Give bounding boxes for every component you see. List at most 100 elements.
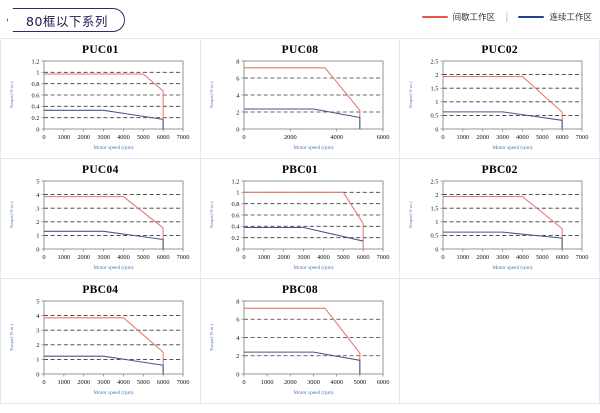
svg-text:Torque( N·m ): Torque( N·m )	[209, 201, 214, 228]
svg-text:5: 5	[36, 298, 39, 305]
svg-text:4000: 4000	[330, 379, 343, 386]
svg-text:6000: 6000	[376, 379, 389, 386]
svg-text:3000: 3000	[497, 134, 510, 141]
svg-text:Motor speed (rpm): Motor speed (rpm)	[293, 389, 333, 396]
svg-text:Motor speed (rpm): Motor speed (rpm)	[293, 264, 333, 271]
svg-text:4: 4	[36, 192, 40, 199]
svg-text:1000: 1000	[57, 379, 70, 386]
svg-text:2: 2	[36, 342, 39, 349]
svg-text:8: 8	[236, 58, 239, 65]
svg-text:1.2: 1.2	[32, 58, 40, 65]
svg-text:0: 0	[436, 126, 439, 133]
svg-text:2000: 2000	[77, 254, 90, 261]
svg-text:Torque( N·m ): Torque( N·m )	[9, 324, 14, 351]
svg-text:Motor speed (rpm): Motor speed (rpm)	[493, 264, 533, 271]
chart-card-puc08[interactable]: PUC08 0 2 4 6 8 0 2000 4000 6000 Motor speed (rpm)…	[200, 39, 401, 159]
svg-text:Torque( N·m ): Torque( N·m )	[408, 81, 413, 108]
svg-text:0: 0	[436, 246, 439, 253]
series-tab-80-frame[interactable]: 80框以下系列	[7, 8, 125, 32]
svg-text:Torque( N·m ): Torque( N·m )	[9, 81, 14, 108]
svg-text:2000: 2000	[277, 254, 290, 261]
svg-text:4000: 4000	[516, 254, 529, 261]
svg-text:1000: 1000	[457, 134, 470, 141]
chart-title: PBC02	[481, 164, 518, 176]
legend-label-intermittent: 间歇工作区	[452, 13, 496, 23]
chart-title: PBC04	[82, 284, 119, 296]
svg-text:5000: 5000	[337, 254, 350, 261]
svg-text:7000: 7000	[177, 134, 190, 141]
svg-text:Motor speed (rpm): Motor speed (rpm)	[93, 389, 133, 396]
svg-text:1.5: 1.5	[431, 86, 439, 93]
svg-text:3000: 3000	[97, 379, 110, 386]
svg-text:3000: 3000	[307, 379, 320, 386]
chart-card-pbc04[interactable]: PBC04 0 1 2 3 4 5 0 1000 2000 3000 4000 5000 6000 7000…	[1, 279, 201, 404]
legend-label-continuous: 连续工作区	[549, 13, 592, 23]
svg-text:Torque( N·m ): Torque( N·m )	[209, 81, 214, 108]
svg-text:1: 1	[436, 99, 439, 106]
legend-line-red-icon	[421, 15, 448, 19]
svg-text:1: 1	[36, 357, 39, 364]
chart-card-pbc01[interactable]: PBC01 0 0.2 0.4 0.6 0.8 1 1.2 0 1000 2000 3000 4000 5…	[200, 159, 401, 279]
chart-legend: 间歇工作区 | 连续工作区	[421, 11, 592, 23]
svg-text:5000: 5000	[137, 134, 150, 141]
svg-text:2: 2	[36, 219, 39, 226]
svg-text:Torque( N·m ): Torque( N·m )	[209, 324, 214, 351]
svg-text:7000: 7000	[376, 254, 389, 261]
chart-card-empty	[400, 279, 600, 404]
svg-text:2000: 2000	[284, 134, 297, 141]
chart-card-pbc08[interactable]: PBC08 0 2 4 6 8 0 1000 2000 3000 4000 5000 6000 Motor…	[200, 279, 401, 404]
chart-title: PBC08	[281, 284, 318, 296]
chart-card-puc01[interactable]: PUC01 0 0.2 0.4 0.6 0.8 1 1.2 0 1000 2000 3000 4000 5…	[1, 39, 201, 159]
svg-text:0: 0	[42, 134, 45, 141]
svg-text:4000: 4000	[516, 134, 529, 141]
svg-text:3000: 3000	[497, 254, 510, 261]
chart-card-puc02[interactable]: PUC02 0 0.5 1 1.5 2 2.5 0 1000 2000 3000 4000 5000 60…	[400, 39, 600, 159]
series-tab-label: 80框以下系列	[26, 13, 108, 29]
svg-text:0.5: 0.5	[431, 233, 439, 240]
svg-text:5000: 5000	[536, 134, 549, 141]
svg-text:7000: 7000	[576, 134, 589, 141]
svg-text:4: 4	[236, 92, 240, 99]
svg-text:0.6: 0.6	[32, 92, 40, 99]
svg-text:4000: 4000	[117, 134, 130, 141]
svg-text:1000: 1000	[260, 379, 273, 386]
svg-text:Motor speed (rpm): Motor speed (rpm)	[293, 144, 333, 151]
chart-title: PUC02	[481, 44, 518, 56]
legend-separator: |	[505, 11, 509, 23]
svg-text:4000: 4000	[117, 379, 130, 386]
svg-text:0: 0	[236, 371, 239, 378]
chart-title: PUC04	[82, 164, 119, 176]
svg-text:0: 0	[442, 254, 445, 261]
chart-title: PUC08	[281, 44, 319, 56]
svg-text:1: 1	[36, 233, 39, 240]
svg-text:2.5: 2.5	[431, 58, 439, 65]
svg-text:3: 3	[36, 328, 39, 335]
chart-title: PBC01	[281, 164, 318, 176]
svg-text:2: 2	[436, 72, 439, 79]
chart-card-pbc02[interactable]: PBC02 0 0.5 1 1.5 2 2.5 0 1000 2000 3000 4000 5000 60…	[400, 159, 600, 279]
svg-text:Motor speed (rpm): Motor speed (rpm)	[93, 264, 133, 271]
svg-text:0.2: 0.2	[32, 115, 40, 122]
svg-text:5000: 5000	[536, 254, 549, 261]
svg-text:0: 0	[42, 254, 45, 261]
svg-text:0.8: 0.8	[231, 201, 239, 208]
legend-item-intermittent: 间歇工作区	[421, 11, 496, 23]
svg-text:5000: 5000	[353, 379, 366, 386]
svg-text:7000: 7000	[177, 379, 190, 386]
legend-line-blue-icon	[518, 15, 545, 19]
svg-text:3: 3	[36, 206, 39, 213]
svg-text:0.4: 0.4	[231, 224, 240, 231]
svg-text:1000: 1000	[57, 254, 70, 261]
svg-text:2000: 2000	[477, 254, 490, 261]
svg-text:0: 0	[442, 134, 445, 141]
chart-card-puc04[interactable]: PUC04 0 1 2 3 4 5 0 1000 2000 3000 4000 5000 6000 7000…	[1, 159, 201, 279]
svg-text:4: 4	[236, 335, 240, 342]
svg-text:1000: 1000	[457, 254, 470, 261]
svg-text:1.2: 1.2	[231, 178, 239, 185]
svg-text:1: 1	[436, 219, 439, 226]
svg-text:0.5: 0.5	[431, 113, 439, 120]
svg-text:5: 5	[36, 178, 39, 185]
svg-text:1000: 1000	[257, 254, 270, 261]
svg-text:1: 1	[36, 70, 39, 77]
svg-text:4000: 4000	[330, 134, 343, 141]
